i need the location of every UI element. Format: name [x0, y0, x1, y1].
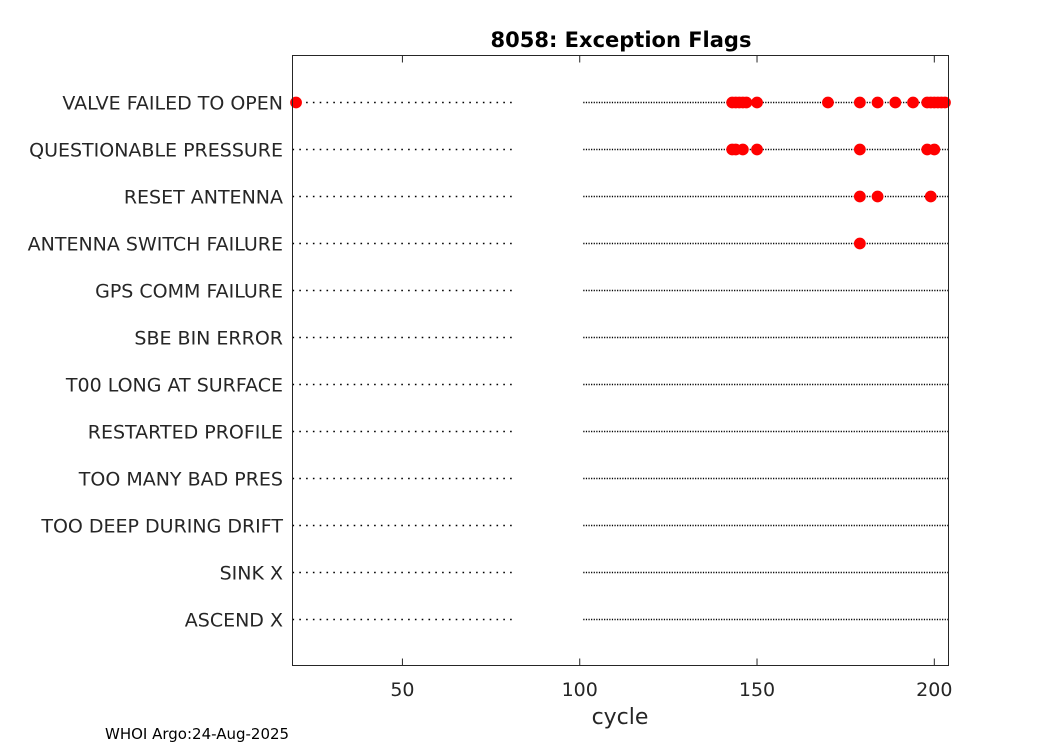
x-tick-label: 100 — [562, 679, 598, 701]
y-tick-label: RESTARTED PROFILE — [88, 422, 283, 444]
y-tick-label: T00 LONG AT SURFACE — [65, 375, 283, 397]
y-tick-label: ASCEND X — [185, 610, 283, 632]
exception-marker — [822, 96, 834, 109]
x-tick-label: 200 — [916, 679, 952, 701]
y-tick-label: GPS COMM FAILURE — [95, 281, 283, 303]
exception-marker — [939, 96, 951, 109]
y-tick-label: QUESTIONABLE PRESSURE — [29, 140, 283, 162]
exception-marker — [871, 190, 884, 203]
y-tick-label: TOO MANY BAD PRES — [78, 469, 283, 491]
exception-marker — [751, 96, 763, 109]
footer-credit: WHOI Argo:24-Aug-2025 — [105, 725, 290, 743]
y-tick-label: VALVE FAILED TO OPEN — [62, 93, 283, 115]
exception-marker — [740, 96, 753, 109]
x-tick-label: 50 — [390, 679, 414, 701]
y-tick-label: ANTENNA SWITCH FAILURE — [28, 234, 283, 256]
exception-marker — [751, 143, 763, 156]
exception-marker — [871, 96, 884, 109]
x-axis-ticks: 50 100 150 200 — [390, 55, 952, 701]
y-tick-label: TOO DEEP DURING DRIFT — [40, 516, 283, 538]
exception-marker — [290, 96, 302, 109]
exception-marker — [853, 96, 866, 109]
exception-marker — [907, 96, 919, 109]
exception-marker — [736, 143, 749, 156]
plot-frame — [292, 55, 949, 666]
exception-marker — [928, 143, 941, 156]
exception-marker — [924, 190, 937, 203]
exception-marker — [889, 96, 902, 109]
category-dot-lines — [292, 101, 949, 621]
y-axis-labels: VALVE FAILED TO OPEN QUESTIONABLE PRESSUR… — [28, 93, 284, 632]
exception-marker — [853, 237, 866, 250]
x-axis-label: cycle — [592, 705, 649, 730]
y-tick-label: RESET ANTENNA — [124, 187, 283, 209]
x-tick-label: 150 — [739, 679, 775, 701]
exception-marker — [853, 190, 866, 203]
y-tick-label: SINK X — [220, 563, 283, 585]
exception-marker — [853, 143, 866, 156]
exception-markers — [290, 96, 951, 250]
y-tick-label: SBE BIN ERROR — [134, 328, 283, 350]
chart-title: 8058: Exception Flags — [491, 28, 752, 52]
